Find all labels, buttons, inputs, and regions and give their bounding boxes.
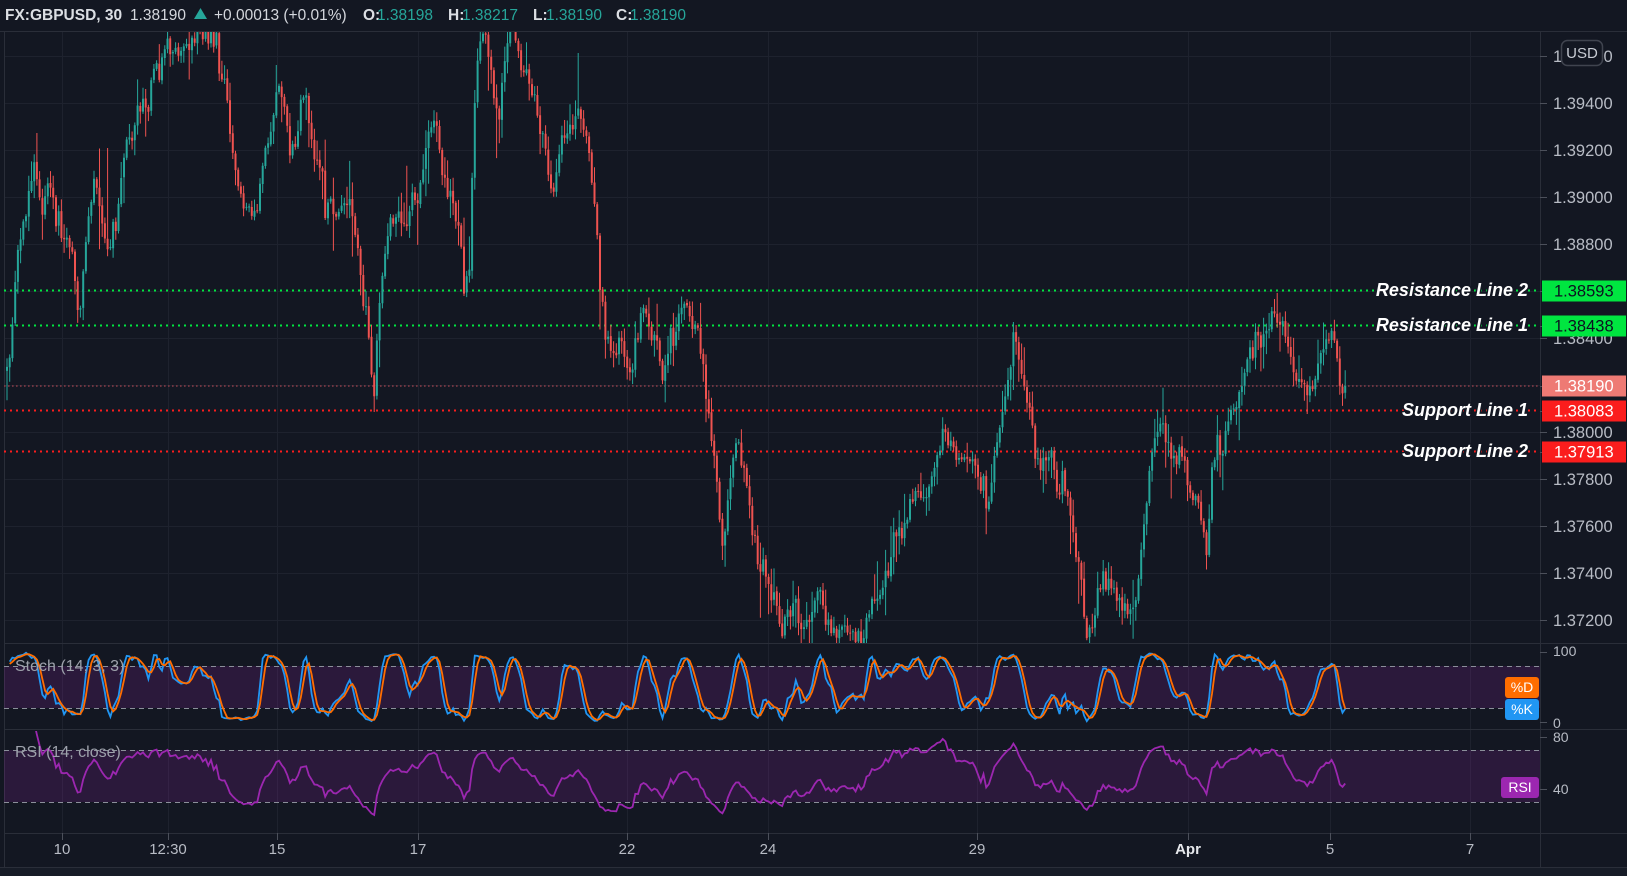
svg-text:1.37600: 1.37600 [1553, 518, 1613, 536]
svg-text:10: 10 [54, 841, 71, 858]
svg-text:%D: %D [1511, 679, 1534, 695]
svg-text:Stoch (14, 3, 3): Stoch (14, 3, 3) [15, 658, 124, 675]
svg-text:1.38190: 1.38190 [130, 7, 186, 24]
svg-text:Support Line 1: Support Line 1 [1402, 400, 1528, 420]
svg-text:C:: C: [616, 7, 632, 24]
svg-text:USD: USD [1566, 45, 1598, 62]
svg-text:1.38083: 1.38083 [1554, 403, 1614, 421]
svg-text:29: 29 [969, 841, 986, 858]
svg-text:1.39000: 1.39000 [1553, 189, 1613, 207]
svg-text:1.39200: 1.39200 [1553, 142, 1613, 160]
svg-text:1.37400: 1.37400 [1553, 565, 1613, 583]
svg-text:12:30: 12:30 [149, 841, 187, 858]
svg-text:1.38190: 1.38190 [630, 7, 686, 24]
svg-text:Apr: Apr [1175, 841, 1201, 858]
svg-text:1.37200: 1.37200 [1553, 612, 1613, 630]
svg-text:1.38190: 1.38190 [546, 7, 602, 24]
svg-text:H:: H: [448, 7, 464, 24]
svg-text:17: 17 [410, 841, 427, 858]
svg-text:1.37913: 1.37913 [1554, 444, 1614, 462]
svg-text:Support Line 2: Support Line 2 [1402, 441, 1528, 461]
svg-text:FX:GBPUSD, 30: FX:GBPUSD, 30 [5, 7, 122, 24]
svg-text:7: 7 [1466, 841, 1474, 858]
svg-text:100: 100 [1553, 643, 1577, 659]
svg-text:1.37800: 1.37800 [1553, 471, 1613, 489]
svg-text:80: 80 [1553, 729, 1569, 745]
svg-text:%K: %K [1511, 701, 1533, 717]
svg-text:5: 5 [1326, 841, 1334, 858]
svg-text:1.38593: 1.38593 [1554, 283, 1614, 301]
svg-text:1.38438: 1.38438 [1554, 318, 1614, 336]
svg-text:RSI (14, close): RSI (14, close) [15, 744, 121, 761]
svg-text:1.39400: 1.39400 [1553, 95, 1613, 113]
svg-text:1.38800: 1.38800 [1553, 236, 1613, 254]
svg-text:L:: L: [533, 7, 548, 24]
svg-text:1.38217: 1.38217 [462, 7, 518, 24]
svg-text:24: 24 [760, 841, 777, 858]
svg-text:RSI: RSI [1508, 779, 1531, 795]
svg-text:1.38190: 1.38190 [1554, 378, 1614, 396]
svg-text:0: 0 [1553, 715, 1561, 731]
svg-text:1.38000: 1.38000 [1553, 424, 1613, 442]
svg-text:15: 15 [269, 841, 286, 858]
svg-text:O:: O: [363, 7, 380, 24]
svg-text:+0.00013 (+0.01%): +0.00013 (+0.01%) [214, 7, 347, 24]
svg-text:40: 40 [1553, 781, 1569, 797]
svg-text:Resistance Line 2: Resistance Line 2 [1376, 280, 1528, 300]
svg-text:Resistance Line 1: Resistance Line 1 [1376, 315, 1528, 335]
svg-text:1.38198: 1.38198 [377, 7, 433, 24]
svg-text:22: 22 [619, 841, 636, 858]
